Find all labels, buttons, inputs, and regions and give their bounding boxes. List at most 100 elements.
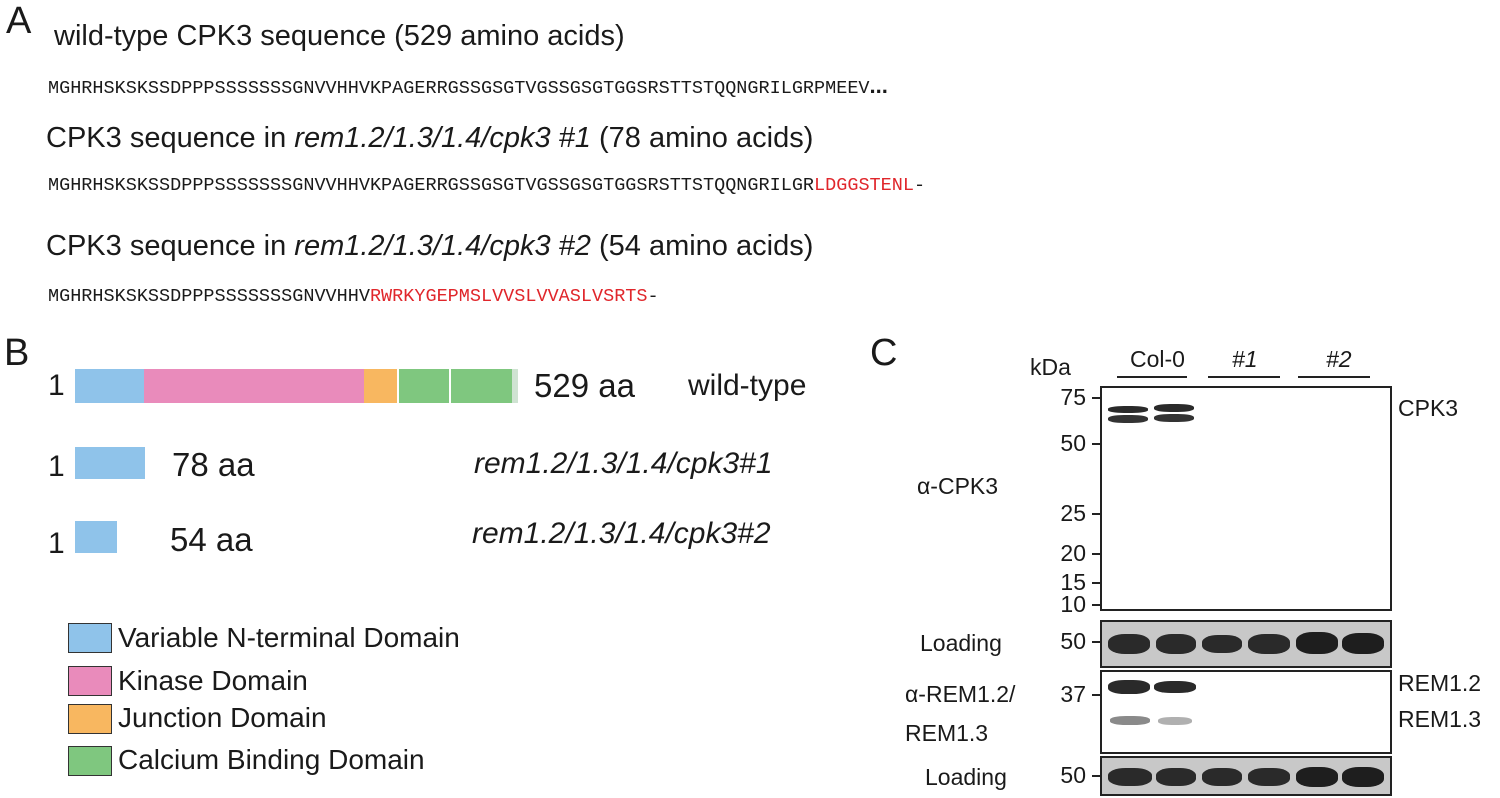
lane-header-col0: Col-0: [1130, 346, 1185, 372]
mw-15-tick: [1092, 582, 1102, 584]
wt-genotype-label: wild-type: [688, 369, 807, 402]
mutant1-heading: CPK3 sequence in rem1.2/1.3/1.4/cpk3 #1 …: [46, 124, 813, 153]
lane-underline-col0: [1117, 376, 1187, 378]
cpk3-band-label: CPK3: [1398, 395, 1459, 421]
loading2-band-lane6: [1342, 767, 1384, 787]
rem12-band-lane2: [1154, 681, 1196, 693]
cpk3-band-lower-lane1: [1108, 415, 1148, 423]
wt-sequence: MGHRHSKSKSSDPPPSSSSSSSGNVVHHVKPAGERRGSSG…: [48, 75, 888, 99]
mw-15: 15: [1060, 569, 1086, 595]
loading1-band-lane3: [1202, 635, 1242, 653]
m1-heading-geno: rem1.2/1.3/1.4/cpk3 #1: [294, 122, 591, 154]
m1-heading-pre: CPK3 sequence in: [46, 122, 295, 154]
mw-10: 10: [1060, 591, 1086, 617]
mw-50: 50: [1060, 430, 1086, 456]
mw-rem-37-tick: [1092, 694, 1102, 696]
loading2-band-lane3: [1202, 768, 1242, 786]
m1-size-label: 78 aa: [172, 446, 255, 483]
legend-label-junction: Junction Domain: [118, 702, 327, 733]
cpk3-band-upper-lane2: [1154, 404, 1194, 412]
loading-blot-1: [1100, 620, 1392, 668]
loading1-band-lane4: [1248, 634, 1290, 654]
kda-label: kDa: [1030, 354, 1071, 380]
legend-label-variable: Variable N-terminal Domain: [118, 622, 460, 653]
loading-blot-2: [1100, 756, 1392, 796]
rem13-band-label: REM1.3: [1398, 706, 1482, 732]
cpk3-band-upper-lane1: [1108, 406, 1148, 413]
rem12-band-lane1: [1108, 680, 1150, 694]
mw-loading2-50: 50: [1060, 762, 1086, 788]
loading2-band-lane1: [1108, 768, 1152, 786]
mutant2-heading: CPK3 sequence in rem1.2/1.3/1.4/cpk3 #2 …: [46, 232, 813, 261]
wt-calcium-binding-domain: [398, 369, 512, 403]
wt-variable-n-domain: [75, 369, 144, 403]
mw-loading2-50-tick: [1092, 775, 1102, 777]
legend-label-kinase: Kinase Domain: [118, 665, 308, 696]
loading1-band-lane1: [1108, 634, 1150, 654]
m2-seq-red: RWRKYGEPMSLVVSLVVASLVSRTS: [369, 286, 648, 307]
loading2-band-lane5: [1296, 767, 1338, 787]
mw-20: 20: [1060, 540, 1086, 566]
lane-underline-2: [1298, 376, 1370, 378]
mw-20-tick: [1092, 553, 1102, 555]
wt-size-label: 529 aa: [534, 367, 635, 404]
wt-junction-domain: [364, 369, 398, 403]
m2-seq-black: MGHRHSKSKSSDPPPSSSSSSSGNVVHHV: [48, 286, 370, 307]
wt-c-terminal-tail: [512, 369, 518, 403]
mw-loading-50-tick: [1092, 641, 1102, 643]
mutant1-sequence: MGHRHSKSKSSDPPPSSSSSSSGNVVHHVKPAGERRGSSG…: [48, 175, 926, 196]
mw-50-tick: [1092, 443, 1102, 445]
loading2-band-lane4: [1248, 768, 1290, 786]
mw-75-tick: [1092, 397, 1102, 399]
rem13-band-lane2: [1158, 717, 1192, 725]
lane-underline-1: [1208, 376, 1280, 378]
m2-variable-n-domain: [75, 521, 117, 553]
lane-header-1: #1: [1232, 346, 1258, 372]
mw-25: 25: [1060, 500, 1086, 526]
loading1-band-lane2: [1156, 634, 1196, 654]
wt-kinase-domain: [144, 369, 364, 403]
rem13-band-lane1: [1110, 716, 1150, 725]
legend-swatch-variable: [68, 623, 112, 653]
wt-seq-text: MGHRHSKSKSSDPPPSSSSSSSGNVVHHVKPAGERRGSSG…: [48, 78, 870, 99]
legend-label-calcium: Calcium Binding Domain: [118, 744, 425, 775]
antibody-rem-label-line2: REM1.3: [905, 720, 989, 746]
m2-heading-pre: CPK3 sequence in: [46, 230, 295, 262]
cpk3-blot: [1100, 386, 1392, 611]
junction-separator: [397, 369, 399, 403]
mw-rem-37: 37: [1060, 681, 1086, 707]
m2-genotype-label: rem1.2/1.3/1.4/cpk3#2: [472, 517, 771, 550]
m1-start-number: 1: [48, 450, 65, 483]
mw-75: 75: [1060, 384, 1086, 410]
loading1-band-lane6: [1342, 633, 1384, 654]
mw-10-tick: [1092, 604, 1102, 606]
mutant2-sequence: MGHRHSKSKSSDPPPSSSSSSSGNVVHHVRWRKYGEPMSL…: [48, 286, 659, 307]
rem-blot: [1100, 670, 1392, 754]
wt-start-number: 1: [48, 369, 65, 402]
lane-header-2: #2: [1326, 346, 1352, 372]
panel-c-letter: C: [870, 332, 898, 374]
m1-variable-n-domain: [75, 447, 145, 479]
cpk3-band-lower-lane2: [1154, 414, 1194, 422]
antibody-cpk3-label: α-CPK3: [917, 473, 999, 499]
m1-heading-post: (78 amino acids): [590, 122, 814, 154]
m2-size-label: 54 aa: [170, 521, 253, 558]
m1-seq-red: LDGGSTENL: [814, 175, 914, 196]
m2-heading-post: (54 amino acids): [590, 230, 814, 262]
m1-seq-end: -: [913, 175, 926, 196]
ef-hand-separator: [449, 369, 451, 403]
panel-a-letter: A: [6, 0, 32, 42]
m1-seq-black: MGHRHSKSKSSDPPPSSSSSSSGNVVHHVKPAGERRGSSG…: [48, 175, 815, 196]
m2-start-number: 1: [48, 527, 65, 560]
legend-swatch-junction: [68, 704, 112, 734]
loading-label-2: Loading: [925, 764, 1007, 790]
antibody-rem-label-line1: α-REM1.2/: [905, 681, 1016, 707]
m1-genotype-label: rem1.2/1.3/1.4/cpk3#1: [474, 447, 773, 480]
panel-b-letter: B: [4, 332, 30, 374]
m2-heading-geno: rem1.2/1.3/1.4/cpk3 #2: [294, 230, 591, 262]
legend-swatch-calcium: [68, 746, 112, 776]
legend-swatch-kinase: [68, 666, 112, 696]
m2-seq-end: -: [647, 286, 659, 307]
loading1-band-lane5: [1296, 632, 1338, 654]
mw-25-tick: [1092, 513, 1102, 515]
